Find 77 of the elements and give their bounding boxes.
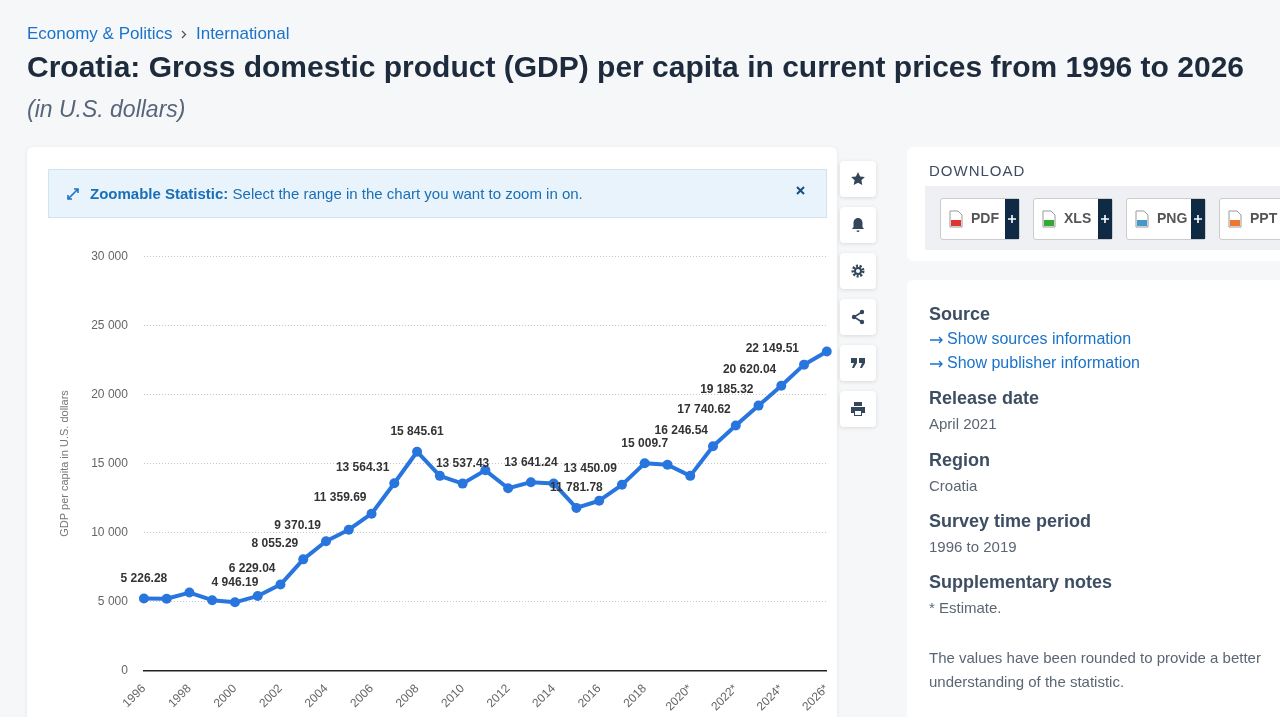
y-tick-label: 5 000	[97, 593, 129, 608]
text: PNG	[1157, 210, 1188, 226]
point	[799, 359, 810, 370]
point	[298, 554, 309, 565]
point	[389, 478, 400, 489]
point	[207, 595, 218, 606]
point	[525, 477, 536, 488]
y-axis-title: GDP per capita in U.S. dollars	[57, 389, 70, 537]
point	[321, 536, 332, 547]
point	[594, 495, 605, 506]
data-label: 19 185.32	[700, 381, 754, 396]
text: International	[195, 24, 290, 43]
text: PDF	[971, 210, 999, 226]
point	[252, 591, 263, 602]
text: Zoomable Statistic:	[90, 185, 229, 202]
text: DOWNLOAD	[929, 162, 1026, 179]
data-label: 16 246.54	[654, 422, 709, 437]
point	[412, 446, 423, 457]
point	[730, 420, 741, 431]
point	[821, 346, 832, 357]
data-label: 13 537.43	[435, 455, 490, 470]
text: Source	[929, 304, 991, 325]
text: Economy & Politics	[27, 24, 173, 43]
data-label: 13 641.24	[504, 454, 558, 469]
text: Show sources information	[947, 330, 1132, 348]
point	[753, 400, 764, 411]
text: Croatia	[929, 477, 978, 494]
text: Supplementary notes	[929, 572, 1113, 593]
text: Survey time period	[929, 511, 1092, 532]
point	[685, 470, 696, 481]
point	[343, 524, 354, 535]
y-tick-label: 25 000	[91, 317, 129, 332]
y-tick-label: 20 000	[91, 386, 129, 401]
point	[571, 502, 582, 513]
data-label: 20 620.04	[722, 362, 777, 377]
text: 1996 to 2019	[929, 538, 1017, 555]
chart-subtitle: (in U.S. dollars)	[27, 96, 186, 123]
y-tick-label: 10 000	[91, 524, 129, 539]
text: Select the range in the chart you want to zoom in on.	[232, 185, 583, 202]
text: The values have been rounded to provide a better understanding of the statistic.	[929, 648, 1262, 692]
data-label: 15 009.7	[621, 435, 669, 450]
text: * Estimate.	[929, 599, 1002, 616]
point	[503, 483, 514, 494]
data-label: 15 845.61	[390, 424, 445, 439]
point	[776, 380, 787, 391]
data-label: 13 564.31	[335, 459, 390, 474]
point	[229, 597, 240, 608]
data-label: 17 740.62	[677, 401, 732, 416]
point	[161, 593, 172, 604]
data-label: 11 359.69	[313, 490, 367, 505]
data-label: 4 946.19	[211, 574, 259, 589]
y-tick-label: 30 000	[91, 248, 129, 263]
data-label: 8 055.29	[251, 535, 299, 550]
text: XLS	[1064, 210, 1092, 226]
point	[639, 458, 650, 469]
y-tick-label: 15 000	[91, 455, 129, 470]
point	[184, 587, 195, 598]
data-label: 22 149.51	[745, 340, 800, 355]
point	[457, 478, 468, 489]
data-label: 5 226.28	[120, 570, 168, 585]
chart-title: Croatia: Gross domestic product (GDP) per capita in current prices from 1996 to 2026	[27, 50, 1245, 84]
point	[138, 593, 149, 604]
data-label: 6 229.04	[228, 560, 276, 575]
point	[662, 459, 673, 470]
text: Show publisher information	[947, 354, 1140, 372]
text: PPT	[1250, 210, 1278, 226]
data-label: 13 450.09	[563, 461, 618, 476]
point	[616, 479, 627, 490]
text: Release date	[929, 388, 1040, 409]
point	[708, 441, 718, 452]
point	[275, 579, 286, 590]
data-label: 9 370.19	[274, 517, 322, 532]
y-tick-label: 0	[121, 662, 129, 677]
point	[434, 470, 445, 481]
text: Region	[929, 450, 990, 471]
point	[366, 508, 377, 519]
text: April 2021	[929, 415, 997, 432]
